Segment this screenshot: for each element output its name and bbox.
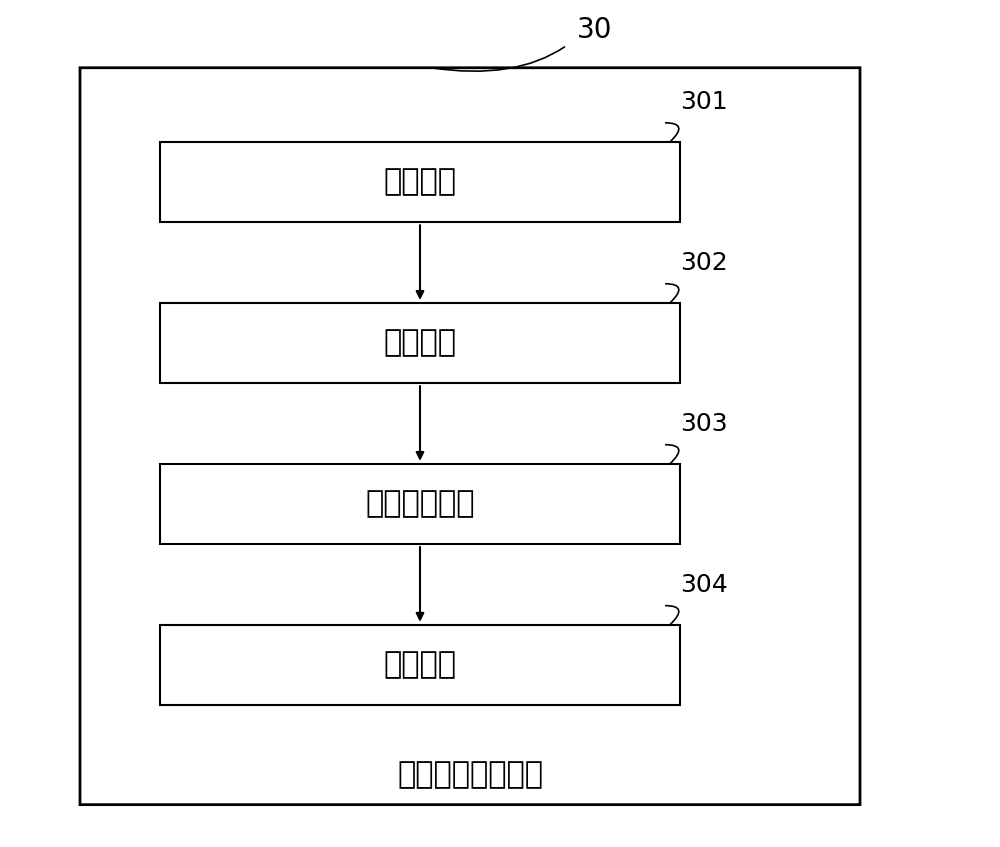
FancyBboxPatch shape — [160, 303, 680, 383]
FancyBboxPatch shape — [160, 141, 680, 222]
FancyBboxPatch shape — [160, 625, 680, 705]
Text: 30: 30 — [577, 15, 613, 44]
FancyBboxPatch shape — [80, 68, 860, 805]
Text: 四驱车辆控制装置: 四驱车辆控制装置 — [397, 761, 543, 789]
Text: 304: 304 — [680, 573, 728, 597]
FancyBboxPatch shape — [160, 464, 680, 545]
Text: 控制模块: 控制模块 — [384, 650, 456, 679]
Text: 303: 303 — [680, 412, 728, 436]
Text: 302: 302 — [680, 252, 728, 275]
Text: 计算模块: 计算模块 — [384, 329, 456, 357]
Text: 获取模块: 获取模块 — [384, 168, 456, 197]
Text: 扭矩确定模块: 扭矩确定模块 — [365, 490, 475, 518]
Text: 301: 301 — [680, 91, 728, 114]
